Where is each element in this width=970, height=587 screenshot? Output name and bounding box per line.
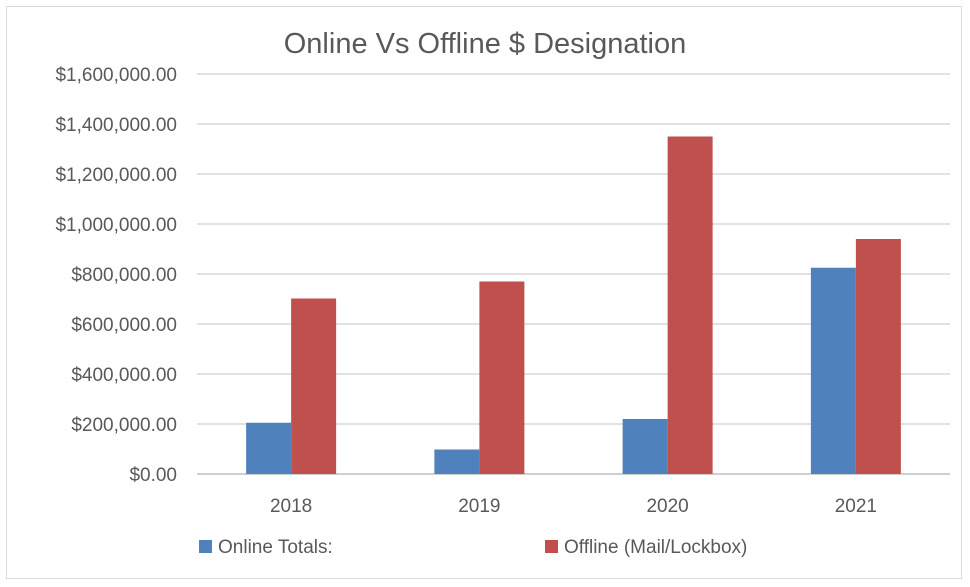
bar-offline-2019 (479, 281, 525, 474)
y-tick-label: $1,400,000.00 (55, 115, 177, 136)
y-tick-label: $1,000,000.00 (55, 215, 177, 236)
x-tick-label: 2019 (458, 496, 500, 517)
y-axis-ticks: $0.00 $200,000.00 $400,000.00 $600,000.00 $8… (55, 65, 177, 486)
legend-label: Offline (Mail/Lockbox) (564, 537, 747, 558)
bar-offline-2018 (291, 298, 337, 474)
bar-online-2020 (622, 419, 668, 474)
y-tick-label: $1,200,000.00 (55, 165, 177, 186)
bar-offline-2020 (667, 136, 713, 474)
x-tick-label: 2020 (646, 496, 688, 517)
y-tick-label: $600,000.00 (71, 315, 177, 336)
x-axis-ticks: 2018 2019 2020 2021 (270, 496, 877, 517)
y-tick-label: $400,000.00 (71, 365, 177, 386)
y-tick-label: $800,000.00 (71, 265, 177, 286)
x-tick-label: 2021 (835, 496, 877, 517)
legend-label: Online Totals: (218, 537, 333, 558)
legend-swatch (545, 540, 558, 553)
bar-online-2019 (434, 449, 480, 474)
y-tick-label: $1,600,000.00 (55, 65, 177, 86)
x-tick-label: 2018 (270, 496, 312, 517)
legend: Online Totals: Offline (Mail/Lockbox) (199, 537, 747, 558)
y-tick-label: $0.00 (129, 465, 177, 486)
bars (246, 136, 901, 474)
bar-offline-2021 (855, 239, 901, 474)
legend-swatch (199, 540, 212, 553)
bar-online-2018 (246, 422, 292, 474)
bar-online-2021 (810, 267, 856, 474)
chart-title: Online Vs Offline $ Designation (284, 28, 686, 60)
y-tick-label: $200,000.00 (71, 415, 177, 436)
